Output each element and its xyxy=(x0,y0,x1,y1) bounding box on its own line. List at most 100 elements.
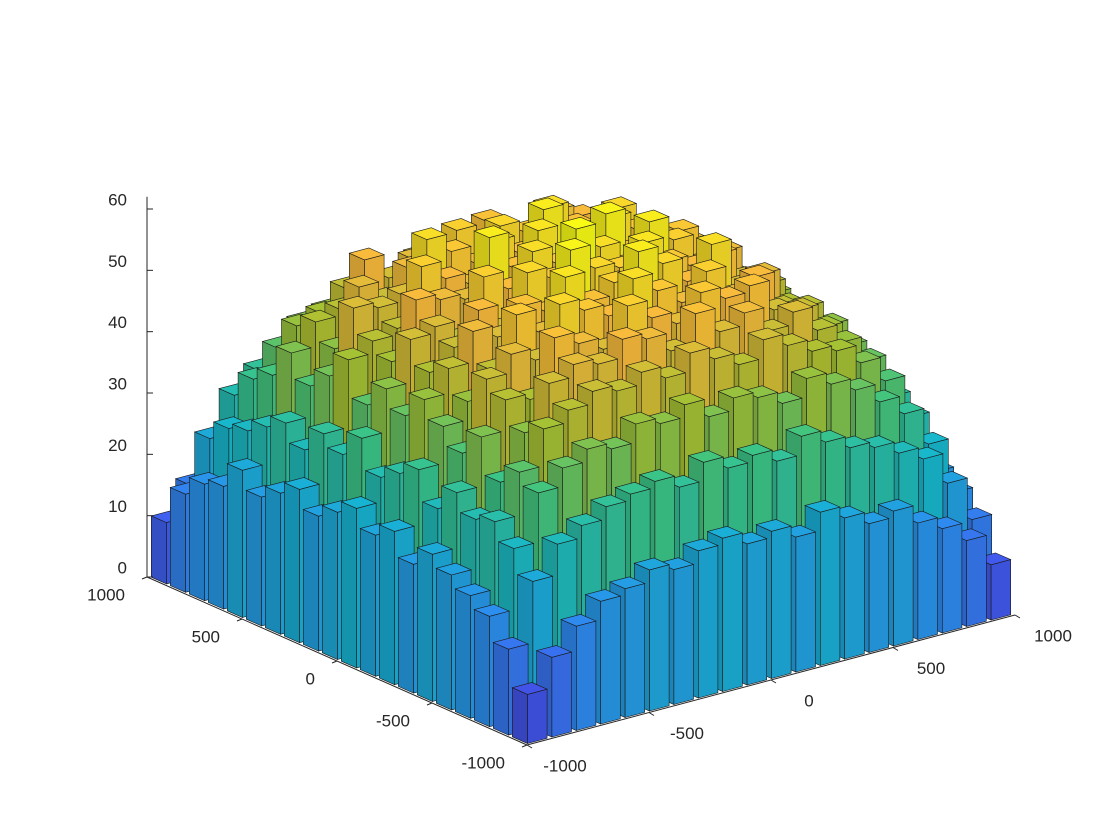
x-tick xyxy=(892,647,899,651)
z-tick-label: 30 xyxy=(108,374,127,393)
bar-top xyxy=(584,589,622,602)
bar-side xyxy=(283,482,300,644)
bar-side xyxy=(511,687,528,744)
bar-side xyxy=(189,477,205,602)
bar-front xyxy=(575,620,597,731)
bar-top xyxy=(269,410,307,424)
bar-top xyxy=(543,292,581,305)
bar-top xyxy=(494,342,532,355)
bar-top xyxy=(668,392,706,406)
bar-top xyxy=(307,421,345,435)
bar-top xyxy=(565,513,603,526)
bar-top xyxy=(690,259,727,272)
bar-front xyxy=(771,525,792,679)
bar-side xyxy=(302,509,319,652)
bar-top xyxy=(616,266,654,280)
bar-top xyxy=(790,366,828,379)
bar-top xyxy=(619,411,657,425)
bar-top xyxy=(483,213,521,227)
bar-front xyxy=(893,505,914,647)
bar-top xyxy=(532,371,570,384)
bar-top xyxy=(348,247,386,261)
bar-side xyxy=(454,588,471,719)
bar-top xyxy=(356,328,394,342)
bar-top xyxy=(478,509,516,523)
bar-front xyxy=(722,532,743,692)
bar-top xyxy=(489,387,527,401)
bar-front xyxy=(795,531,816,673)
bar-top xyxy=(633,557,671,571)
bar-top xyxy=(687,450,725,463)
bar-top xyxy=(551,397,589,411)
y-tick xyxy=(426,702,433,706)
bar-top xyxy=(521,218,559,232)
bar-top xyxy=(679,301,717,315)
bar-top xyxy=(554,237,592,251)
x-tick xyxy=(770,679,777,684)
bar-front xyxy=(819,506,841,666)
bar-top xyxy=(570,436,608,450)
y-tick xyxy=(521,744,528,748)
bar-top xyxy=(503,459,540,473)
bar-top xyxy=(275,340,312,354)
bar-top xyxy=(505,293,543,307)
bar-side xyxy=(473,609,490,728)
bar-top xyxy=(473,604,511,617)
x-tick xyxy=(648,712,655,716)
bar-top xyxy=(736,443,774,456)
z-tick-label: 20 xyxy=(108,436,127,455)
bar-top xyxy=(733,273,771,287)
bar-top xyxy=(589,201,627,215)
bar-front xyxy=(990,559,1012,621)
x-tick-label: 500 xyxy=(917,659,945,678)
bar-side xyxy=(435,567,452,711)
bar-top xyxy=(473,225,510,238)
bar-top xyxy=(345,426,383,439)
bar-top xyxy=(522,480,559,494)
bar-top xyxy=(410,227,448,240)
bar-top xyxy=(608,576,646,590)
bar-top xyxy=(776,299,814,313)
bar-top xyxy=(527,197,565,211)
z-tick-label: 60 xyxy=(108,190,127,209)
bar-front xyxy=(917,517,938,640)
bar-top xyxy=(576,379,614,392)
bar-top xyxy=(394,327,432,340)
bar-top xyxy=(340,496,378,509)
bar-top xyxy=(538,325,576,339)
bar-top xyxy=(684,280,722,294)
bar-front xyxy=(673,564,694,705)
bar-side xyxy=(492,642,509,736)
bar-top xyxy=(465,424,502,438)
bar-top xyxy=(454,583,492,596)
bar-top xyxy=(611,293,649,307)
y-tick-label: -500 xyxy=(376,711,410,730)
x-tick-label: -500 xyxy=(670,724,704,743)
bar-top xyxy=(435,562,473,576)
bar-side xyxy=(340,501,357,669)
z-tick-label: 50 xyxy=(108,252,127,271)
bar-top xyxy=(378,519,416,532)
bar-side xyxy=(321,505,338,660)
y-tick xyxy=(141,576,148,580)
x-tick-label: 0 xyxy=(804,691,813,710)
bar-top xyxy=(755,519,793,532)
bar-top xyxy=(332,347,369,361)
bar-top xyxy=(470,366,508,380)
bar-top xyxy=(283,477,321,490)
y-tick xyxy=(236,618,243,622)
bar-top xyxy=(337,295,375,309)
bar-front xyxy=(697,545,719,699)
bar-top xyxy=(511,260,548,274)
bar-front xyxy=(624,583,646,718)
bar-top xyxy=(497,536,535,549)
bar-side xyxy=(416,547,433,702)
bar-top xyxy=(614,481,652,495)
bar-top xyxy=(511,682,549,695)
bar-top xyxy=(516,569,554,582)
bar-top xyxy=(559,216,597,230)
bar-top xyxy=(299,309,337,323)
bar-top xyxy=(462,298,500,311)
x-tick-label: -1000 xyxy=(543,756,586,775)
bar-top xyxy=(402,457,440,471)
